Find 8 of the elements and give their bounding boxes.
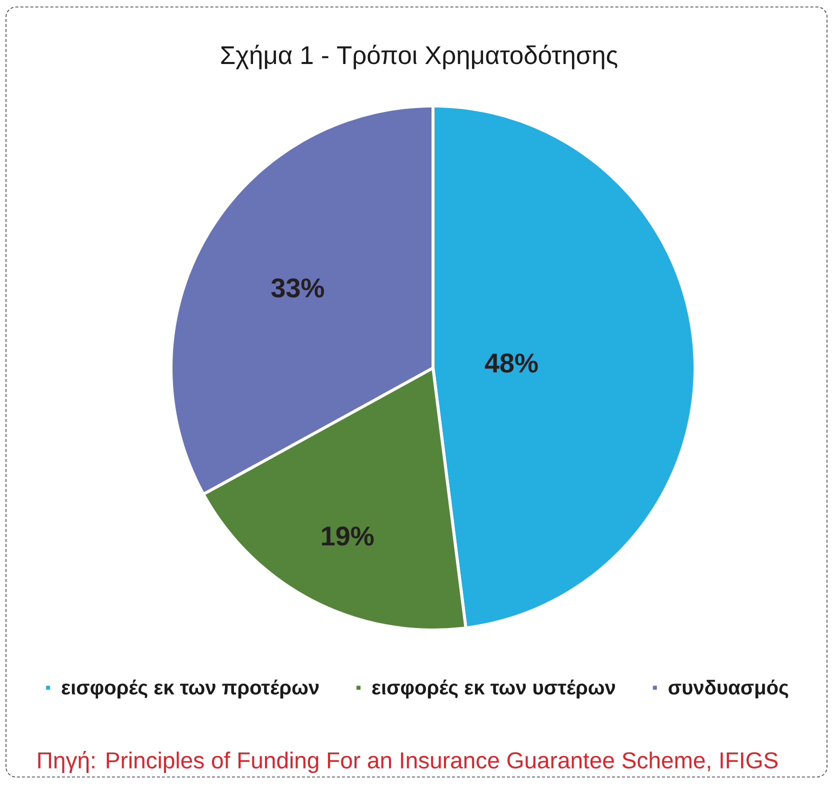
legend-label: εισφορές εκ των προτέρων: [62, 680, 319, 699]
chart-title: Σχήμα 1 - Τρόποι Χρηματοδότησης: [221, 44, 618, 70]
legend-label: συνδυασμός: [668, 680, 788, 698]
data-label: 33%: [271, 278, 324, 298]
legend-label: εισφορές εκ των υστέρων: [372, 680, 616, 699]
text: Πηγή: Principles of Funding For an Insurance Guarantee Scheme, IFIGS: [38, 750, 778, 774]
data-label: 48%: [484, 353, 538, 373]
data-label: 19%: [322, 526, 374, 546]
